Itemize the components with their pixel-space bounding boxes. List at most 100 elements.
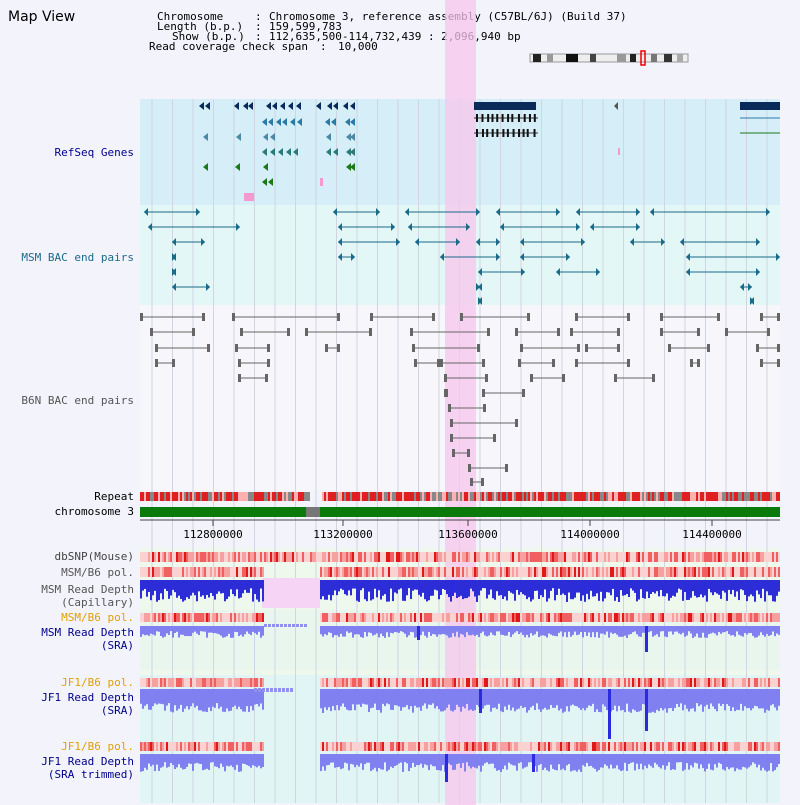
- read-depth-bar: [598, 626, 600, 638]
- polymorphism-cell: [394, 552, 396, 562]
- track-label-refseq[interactable]: RefSeq Genes: [54, 146, 134, 159]
- polymorphism-cell: [188, 742, 190, 751]
- track-label-msm-depth-sra[interactable]: MSM Read Depth: [41, 626, 134, 639]
- repeat-segment: [562, 492, 564, 501]
- read-depth-bar: [436, 754, 438, 771]
- read-depth-bar: [400, 754, 402, 763]
- read-depth-bar: [484, 689, 486, 706]
- polymorphism-cell: [186, 552, 188, 562]
- polymorphism-cell: [696, 552, 698, 562]
- repeat-segment: [688, 492, 690, 501]
- read-depth-bar: [520, 626, 522, 633]
- polymorphism-cell: [644, 613, 646, 622]
- repeat-segment: [538, 492, 540, 501]
- read-depth-bar: [202, 754, 204, 771]
- msm-bac-end: [636, 223, 640, 231]
- read-depth-bar: [378, 626, 380, 638]
- track-label-msm-bac[interactable]: MSM BAC end pairs: [21, 251, 134, 264]
- track-label-b6n-bac[interactable]: B6N BAC end pairs: [21, 394, 134, 407]
- repeat-segment: [488, 492, 490, 501]
- read-depth-bar: [682, 626, 684, 633]
- read-depth-bar: [698, 626, 700, 638]
- repeat-segment: [140, 492, 142, 501]
- read-depth-bar: [616, 580, 618, 598]
- polymorphism-cell: [662, 613, 664, 622]
- polymorphism-cell: [532, 678, 534, 687]
- read-depth-bar: [448, 580, 450, 598]
- read-depth-bar: [732, 689, 734, 708]
- polymorphism-cell: [484, 567, 486, 577]
- track-label-jf1-depth-sra[interactable]: JF1 Read Depth: [41, 691, 134, 704]
- track-label-msm-b6-pol-2[interactable]: MSM/B6 pol.: [61, 611, 134, 624]
- track-label-repeat[interactable]: Repeat: [94, 490, 134, 503]
- polymorphism-cell: [634, 613, 636, 622]
- read-depth-bar: [372, 626, 374, 636]
- read-depth-bar: [654, 580, 656, 594]
- polymorphism-cell: [722, 742, 724, 751]
- repeat-segment: [396, 492, 398, 501]
- repeat-segment: [658, 492, 660, 501]
- polymorphism-cell: [608, 613, 610, 622]
- read-depth-bar: [492, 754, 494, 764]
- b6n-bac-end: [468, 464, 471, 472]
- read-depth-bar: [216, 580, 218, 594]
- read-depth-bar: [354, 754, 356, 768]
- repeat-segment: [670, 492, 672, 501]
- track-label-jf1-b6-pol-2[interactable]: JF1/B6 pol.: [61, 740, 134, 753]
- polymorphism-cell: [606, 613, 608, 622]
- track-label-dbsnp[interactable]: dbSNP(Mouse): [54, 550, 134, 563]
- polymorphism-cell: [344, 678, 346, 687]
- polymorphism-cell: [538, 567, 540, 577]
- read-depth-bar: [678, 754, 680, 763]
- polymorphism-cell: [574, 613, 576, 622]
- b6n-bac-end: [760, 313, 763, 321]
- read-depth-bar: [696, 689, 698, 704]
- polymorphism-cell: [368, 678, 370, 687]
- track-label-jf1-depth-trim[interactable]: JF1 Read Depth: [41, 755, 134, 768]
- polymorphism-cell: [620, 613, 622, 622]
- polymorphism-cell: [204, 613, 206, 622]
- track-label-msm-b6-pol-1[interactable]: MSM/B6 pol.: [61, 566, 134, 579]
- track-label-msm-depth-cap[interactable]: MSM Read Depth: [41, 583, 134, 596]
- polymorphism-cell: [252, 613, 254, 622]
- polymorphism-cell: [482, 742, 484, 751]
- track-label-jf1-b6-pol-1[interactable]: JF1/B6 pol.: [61, 676, 134, 689]
- polymorphism-cell: [712, 678, 714, 687]
- polymorphism-cell: [378, 552, 380, 562]
- read-depth-bar: [156, 580, 158, 602]
- read-depth-bar: [248, 580, 250, 593]
- repeat-segment: [588, 492, 590, 501]
- repeat-segment: [552, 492, 554, 501]
- repeat-segment: [666, 492, 668, 501]
- read-depth-bar: [632, 754, 634, 763]
- polymorphism-cell: [252, 678, 254, 687]
- read-depth-bar: [482, 626, 484, 632]
- read-depth-bar: [412, 754, 414, 763]
- read-depth-bar: [776, 754, 778, 768]
- polymorphism-cell: [368, 742, 370, 751]
- read-depth-bar: [428, 580, 430, 601]
- read-depth-bar: [152, 754, 154, 765]
- read-depth-bar: [672, 626, 674, 635]
- read-depth-bar: [464, 626, 466, 638]
- repeat-segment: [218, 492, 220, 501]
- repeat-segment: [178, 492, 180, 501]
- read-depth-bar: [746, 689, 748, 709]
- polymorphism-cell: [342, 678, 344, 687]
- gene-glyph: [350, 102, 355, 110]
- polymorphism-cell: [520, 567, 522, 577]
- b6n-bac-end: [487, 328, 490, 336]
- read-depth-bar: [236, 689, 238, 710]
- polymorphism-cell: [664, 567, 666, 577]
- repeat-segment: [762, 492, 764, 501]
- repeat-segment: [338, 492, 340, 501]
- polymorphism-cell: [400, 742, 402, 751]
- read-depth-bar: [174, 626, 176, 633]
- polymorphism-cell: [166, 567, 168, 577]
- read-depth-bar: [588, 580, 590, 600]
- polymorphism-cell: [550, 678, 552, 687]
- read-depth-bar: [486, 626, 488, 637]
- read-depth-bar: [238, 689, 240, 707]
- read-depth-bar: [640, 754, 642, 764]
- axis-tick-label: 114400000: [682, 528, 742, 541]
